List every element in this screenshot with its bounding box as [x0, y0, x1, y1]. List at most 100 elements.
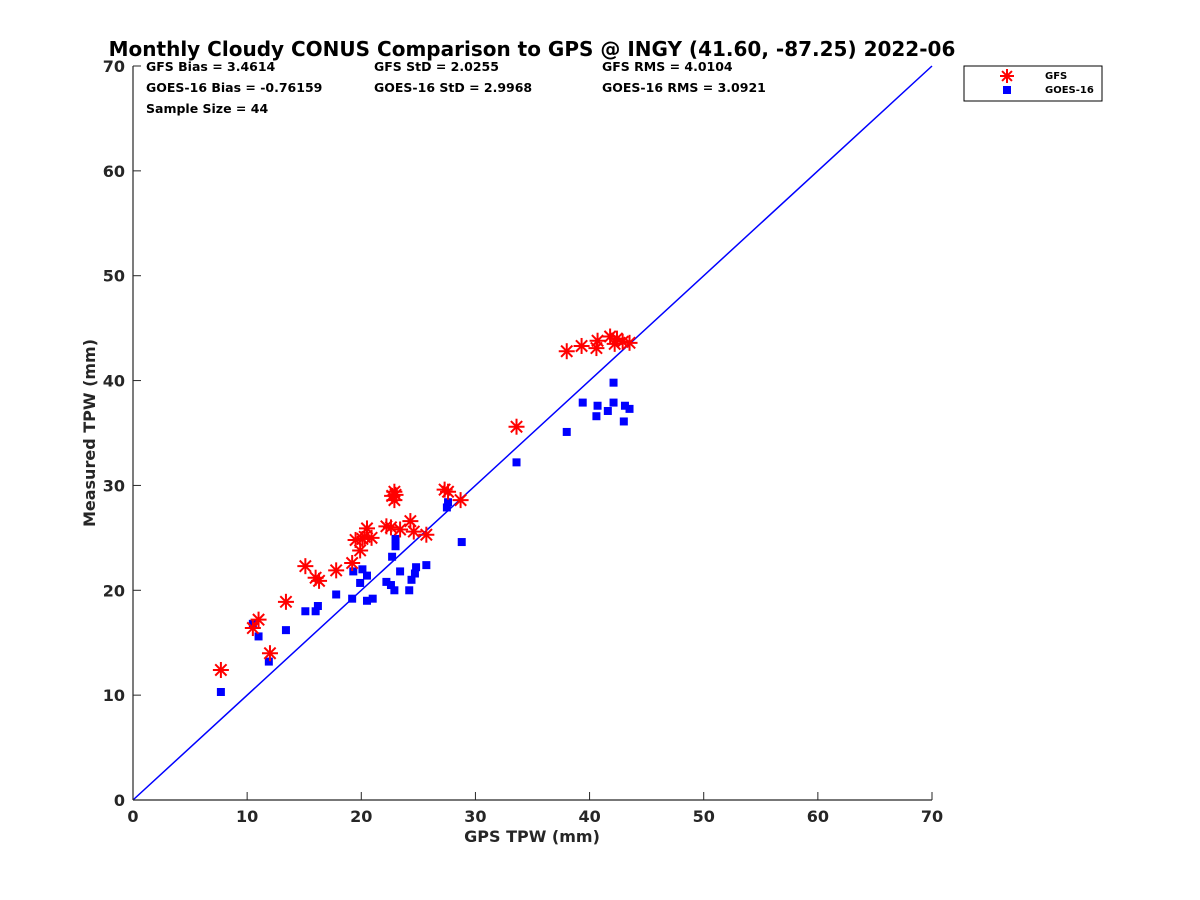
goes-point — [311, 607, 320, 616]
goes-point — [457, 538, 466, 547]
gfs-point — [277, 593, 294, 610]
goes-point — [264, 657, 273, 666]
x-tick-label: 10 — [236, 807, 258, 826]
gfs-point — [363, 529, 380, 546]
goes-point — [362, 596, 371, 605]
gfs-point — [452, 492, 469, 509]
gfs-point — [418, 526, 435, 543]
goes-std-stat: GOES-16 StD = 2.9968 — [374, 80, 532, 95]
goes-point — [368, 594, 377, 603]
y-tick-label: 70 — [103, 57, 125, 76]
goes-point — [362, 571, 371, 580]
goes-bias-stat: GOES-16 Bias = -0.76159 — [146, 80, 322, 95]
gfs-point — [621, 334, 638, 351]
goes-point — [412, 563, 421, 572]
legend-box — [963, 65, 1103, 102]
reference-line-group — [132, 65, 933, 801]
gfs-point — [508, 418, 525, 435]
x-tick-label: 40 — [578, 807, 600, 826]
gfs-point — [405, 523, 422, 540]
gfs-point — [250, 611, 267, 628]
goes-point — [391, 542, 400, 551]
goes-point — [619, 417, 628, 426]
gfs-point — [352, 542, 369, 559]
goes-point — [578, 398, 587, 407]
chart-title: Monthly Cloudy CONUS Comparison to GPS @… — [109, 37, 956, 61]
legend-goes-label: GOES-16 — [1045, 85, 1094, 96]
goes-point — [396, 567, 405, 576]
gfs-rms-stat: GFS RMS = 4.0104 — [602, 59, 733, 74]
goes-point — [620, 401, 629, 410]
goes-point — [442, 503, 451, 512]
sample-size-stat: Sample Size = 44 — [146, 101, 268, 116]
gfs-point — [392, 521, 409, 538]
goes-point — [593, 401, 602, 410]
goes-point — [349, 567, 358, 576]
y-tick-label: 20 — [103, 581, 125, 600]
goes-rms-stat: GOES-16 RMS = 3.0921 — [602, 80, 766, 95]
gfs-point — [311, 572, 328, 589]
goes-point — [388, 552, 397, 561]
legend-gfs-label: GFS — [1045, 71, 1067, 82]
goes-point — [332, 590, 341, 599]
goes-point — [216, 687, 225, 696]
plot-axes — [132, 66, 932, 801]
goes-point — [603, 406, 612, 415]
gfs-point — [402, 513, 419, 530]
goes-point — [391, 534, 400, 543]
goes-point — [358, 565, 367, 574]
goes-point — [410, 569, 419, 578]
gfs-point — [440, 483, 457, 500]
legend-goes-marker — [1003, 86, 1011, 94]
gfs-std-stat: GFS StD = 2.0255 — [374, 59, 499, 74]
gfs-point — [573, 337, 590, 354]
gfs-point — [328, 562, 345, 579]
goes-point — [390, 586, 399, 595]
legend: GFS GOES-16 — [963, 65, 1103, 102]
y-tick-label: 30 — [103, 476, 125, 495]
goes-point — [444, 498, 453, 507]
y-axis-label: Measured TPW (mm) — [80, 339, 99, 527]
x-tick-label: 70 — [921, 807, 943, 826]
data-series — [212, 328, 638, 696]
goes-point — [625, 404, 634, 413]
goes-point — [609, 398, 618, 407]
gfs-point — [244, 620, 261, 637]
goes-point — [386, 581, 395, 590]
legend-gfs-symbol — [1000, 69, 1014, 83]
goes-point — [301, 607, 310, 616]
goes-point — [313, 602, 322, 611]
x-tick-label: 30 — [464, 807, 486, 826]
goes-point — [405, 586, 414, 595]
gfs-point — [589, 332, 606, 349]
goes-point — [562, 427, 571, 436]
goes-point — [422, 561, 431, 570]
gfs-point — [261, 645, 278, 662]
gfs-point — [387, 486, 404, 503]
gfs-point — [297, 558, 314, 575]
x-tick-label: 50 — [693, 807, 715, 826]
x-tick-label: 20 — [350, 807, 372, 826]
gfs-bias-stat: GFS Bias = 3.4614 — [146, 59, 276, 74]
goes-point — [382, 577, 391, 586]
y-tick-label: 40 — [103, 372, 125, 391]
legend-goes-symbol — [1003, 86, 1011, 94]
axis-ticks: 0 10 20 30 40 50 60 70 0 10 20 30 40 50 60 70 — [103, 57, 943, 826]
goes-point — [512, 458, 521, 467]
x-tick-label: 0 — [127, 807, 138, 826]
goes-point — [281, 626, 290, 635]
gfs-point — [344, 555, 361, 572]
gfs-point — [558, 343, 575, 360]
goes-point — [356, 578, 365, 587]
one-to-one-line — [132, 65, 933, 801]
y-tick-label: 0 — [114, 791, 125, 810]
y-tick-label: 60 — [103, 162, 125, 181]
x-tick-label: 60 — [807, 807, 829, 826]
goes-point — [592, 412, 601, 421]
goes-point — [254, 632, 263, 641]
goes-point — [348, 594, 357, 603]
y-tick-label: 50 — [103, 267, 125, 286]
goes-point — [609, 378, 618, 387]
goes-point — [407, 575, 416, 584]
